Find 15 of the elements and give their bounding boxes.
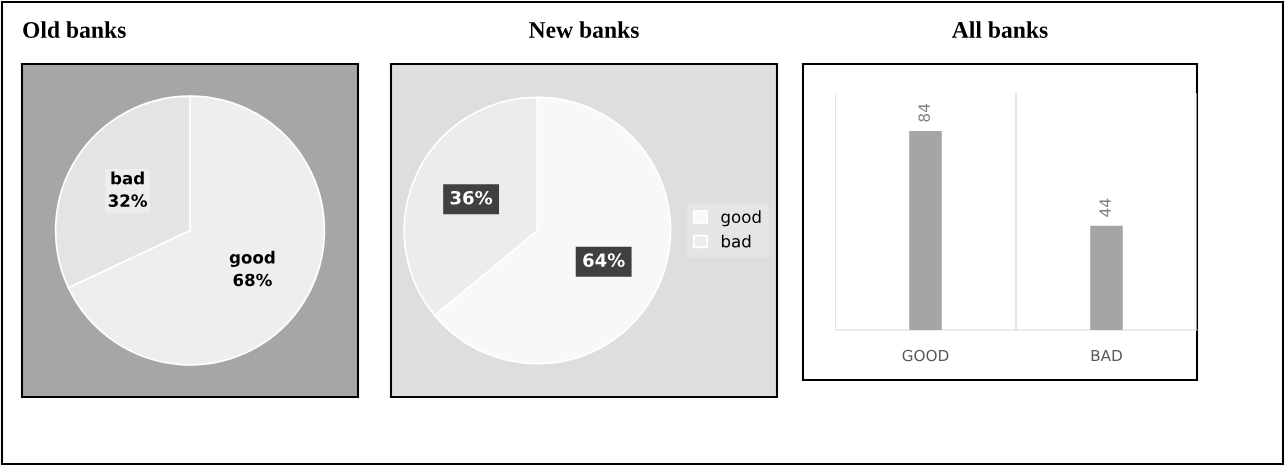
chart-title: New banks [529, 21, 639, 38]
chart-title: Old banks [23, 21, 126, 38]
legend-label: good [721, 210, 761, 227]
data-label: 84 [918, 104, 930, 122]
slice-label: good [229, 250, 275, 268]
chart-title: All banks [952, 21, 1048, 38]
slice-label: bad [111, 171, 144, 185]
data-label: 68% [233, 273, 272, 287]
data-label: 32% [108, 194, 147, 207]
data-label: 64% [583, 253, 625, 267]
x-tick-label: BAD [1091, 349, 1122, 362]
data-label: 36% [450, 190, 493, 205]
data-label: 44 [1099, 198, 1111, 217]
x-tick-label: GOOD [902, 349, 949, 362]
legend-label: bad [721, 234, 751, 248]
